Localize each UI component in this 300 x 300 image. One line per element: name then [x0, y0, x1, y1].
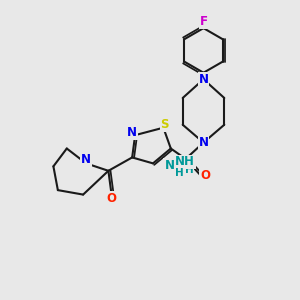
- Text: N: N: [81, 153, 91, 166]
- Text: S: S: [160, 118, 169, 131]
- Text: N: N: [199, 73, 208, 86]
- Text: NH: NH: [175, 155, 195, 168]
- Text: NH: NH: [164, 159, 184, 172]
- Text: O: O: [106, 192, 116, 205]
- Text: O: O: [200, 169, 210, 182]
- Text: H: H: [175, 168, 184, 178]
- Text: H: H: [185, 165, 194, 175]
- Text: N: N: [127, 126, 137, 139]
- Text: F: F: [200, 15, 208, 28]
- Text: N: N: [199, 136, 208, 149]
